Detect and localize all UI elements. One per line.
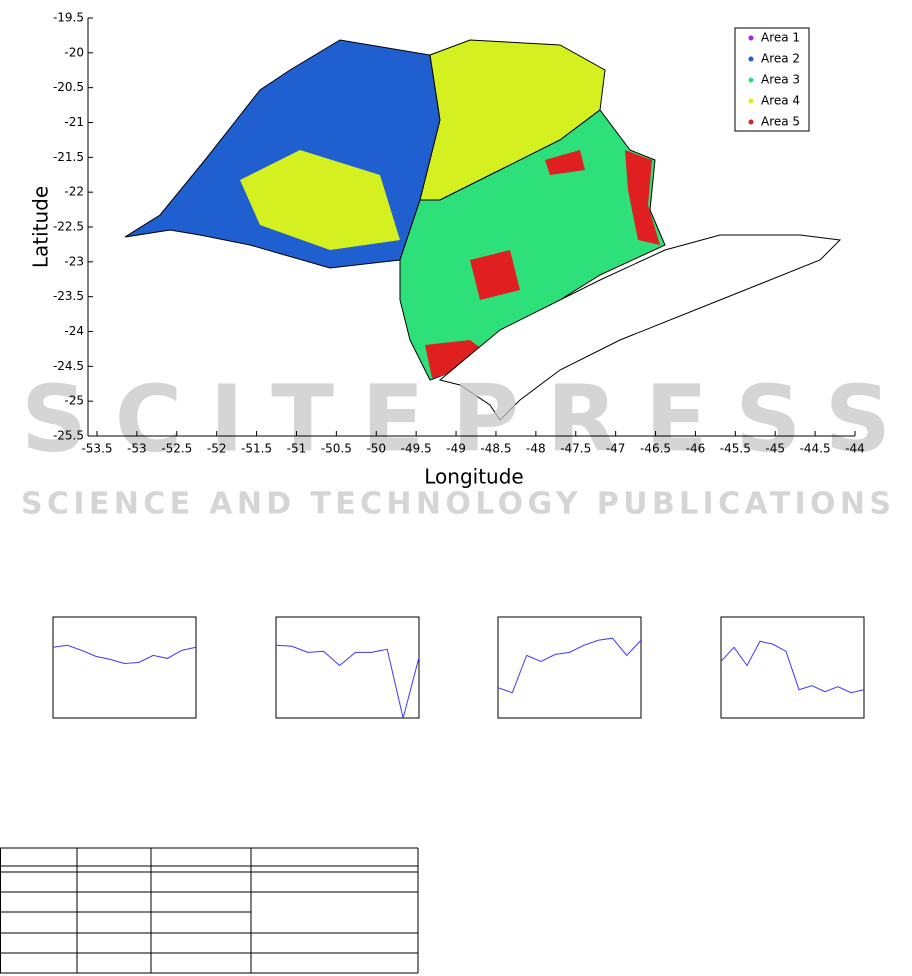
y-tick-label: -21.5 <box>53 150 84 164</box>
legend-label: Area 4 <box>761 94 800 108</box>
chart-frame <box>497 616 642 719</box>
x-tick-label: -45 <box>765 442 785 456</box>
x-tick-label: -50 <box>366 442 386 456</box>
x-tick-label: -46.5 <box>640 442 671 456</box>
legend-marker <box>748 56 754 62</box>
x-tick-label: -52 <box>207 442 227 456</box>
chart-frame <box>720 616 865 719</box>
x-axis-label: Longitude <box>424 465 523 489</box>
x-tick-label: -48.5 <box>480 442 511 456</box>
region-red-4 <box>545 150 585 175</box>
legend-label: Area 2 <box>761 52 800 66</box>
legend-box <box>734 27 810 132</box>
legend-marker <box>748 98 754 104</box>
y-tick-label: -23.5 <box>53 289 84 303</box>
chart-frame <box>52 616 197 719</box>
x-tick-label: -47 <box>606 442 626 456</box>
line <box>52 644 197 664</box>
y-axis-label: Latitude <box>29 186 53 268</box>
legend-label: Area 5 <box>761 115 800 129</box>
y-tick-label: -24.5 <box>53 359 84 373</box>
watermark-subtitle: SCIENCE AND TECHNOLOGY PUBLICATIONS <box>21 487 891 522</box>
y-tick-label: -22.5 <box>53 220 84 234</box>
x-tick-label: -50.5 <box>321 442 352 456</box>
x-tick-label: -53.5 <box>81 442 112 456</box>
line <box>275 644 420 719</box>
y-tick-label: -25.5 <box>53 429 84 443</box>
region-red-2 <box>470 250 520 300</box>
y-tick-label: -20 <box>64 45 84 59</box>
x-tick-label: -49.5 <box>401 442 432 456</box>
legend-label: Area 1 <box>761 31 800 45</box>
coast-region <box>438 234 842 421</box>
line <box>497 637 642 694</box>
region-red-3 <box>625 150 660 245</box>
legend-marker <box>748 77 754 83</box>
y-tick-label: -22 <box>64 185 84 199</box>
x-tick-label: -44.5 <box>800 442 831 456</box>
x-tick-label: -49 <box>446 442 466 456</box>
x-tick-label: -44 <box>845 442 865 456</box>
region-red <box>425 340 490 378</box>
y-tick-label: -19.5 <box>53 11 84 25</box>
y-tick-label: -21 <box>64 115 84 129</box>
region-yellow-2 <box>240 150 400 250</box>
watermark-title: SCITEPRESS <box>21 365 891 472</box>
x-tick-label: -48 <box>526 442 546 456</box>
x-tick-label: -47.5 <box>560 442 591 456</box>
legend-marker <box>748 119 754 125</box>
line <box>720 640 865 694</box>
table <box>0 847 419 974</box>
x-tick-label: -51.5 <box>241 442 272 456</box>
x-tick-label: -52.5 <box>161 442 192 456</box>
x-tick-label: -46 <box>686 442 706 456</box>
x-tick-label: -51 <box>287 442 307 456</box>
y-tick-label: -25 <box>64 394 84 408</box>
legend-marker <box>748 35 754 41</box>
x-tick-label: -45.5 <box>720 442 751 456</box>
chart-frame <box>275 616 420 719</box>
map-regions <box>124 39 842 421</box>
legend-label: Area 3 <box>761 73 800 87</box>
x-tick-label: -53 <box>127 442 147 456</box>
y-tick-label: -24 <box>64 324 84 338</box>
y-tick-label: -23 <box>64 254 84 268</box>
y-tick-label: -20.5 <box>53 80 84 94</box>
